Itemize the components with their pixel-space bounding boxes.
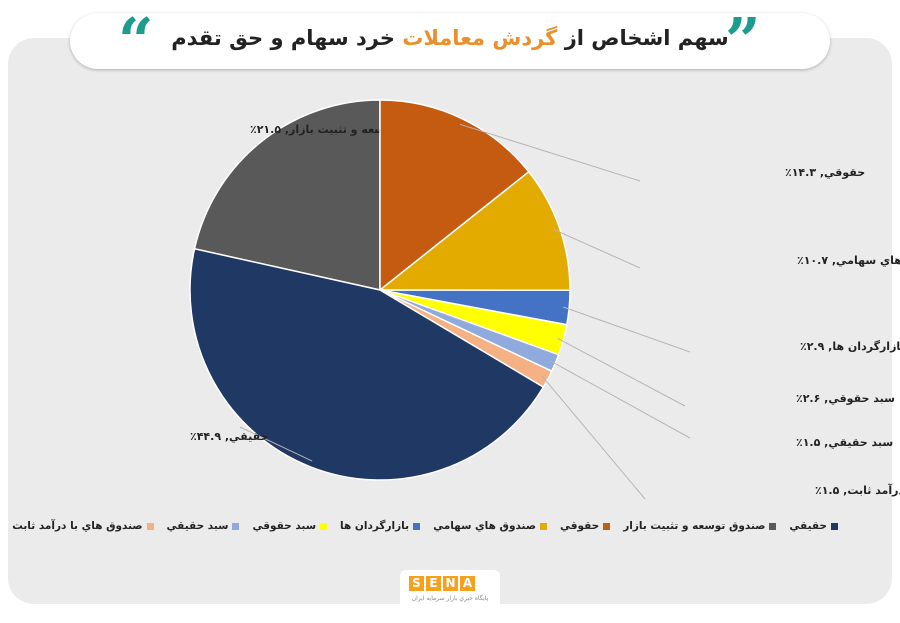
legend-label: سبد حقوقي — [252, 520, 317, 532]
leader-line-2 — [553, 229, 641, 269]
legend-item-7: صندوق هاي با درآمد ثابت — [12, 520, 154, 532]
data-label-6: صندوق هاي با درآمد ثابت, ۱.۵٪ — [815, 483, 900, 497]
logo-letter-3: A — [460, 576, 475, 591]
legend-swatch-icon — [539, 522, 547, 530]
leader-line-1 — [459, 123, 641, 182]
data-label-4: سبد حقوقي, ۲.۶٪ — [796, 392, 895, 405]
legend-swatch-icon — [413, 522, 421, 530]
leader-line-3 — [563, 306, 691, 353]
chart-legend: حقيقي صندوق توسعه و تثبيت بازار حقوقي صندوق… — [12, 517, 838, 535]
data-label-5: سبد حقيقي, ۱.۵٪ — [796, 436, 893, 449]
legend-label: صندوق هاي با درآمد ثابت — [12, 520, 143, 532]
quote-mark-left-icon: “ — [118, 4, 154, 77]
chart-title: سهم اشخاص از گردش معاملات خرد سهام و حق … — [100, 26, 800, 50]
leader-line-4 — [557, 337, 686, 407]
data-label-2: صندوق هاي سهامي, ۱۰.۷٪ — [797, 254, 900, 267]
legend-item-3: صندوق هاي سهامي — [433, 520, 547, 532]
legend-label: بازارگردان ها — [340, 520, 410, 532]
legend-swatch-icon — [232, 522, 240, 530]
leader-line-5 — [549, 360, 691, 439]
legend-item-6: سبد حقيقي — [167, 520, 240, 532]
logo-letter-0: S — [409, 576, 424, 591]
legend-swatch-icon — [769, 522, 777, 530]
legend-item-1: صندوق توسعه و تثبيت بازار — [623, 520, 777, 532]
pie-slice-2 — [377, 170, 571, 292]
legend-swatch-icon — [320, 522, 328, 530]
legend-label: سبد حقيقي — [166, 520, 229, 532]
legend-label: حقوقي — [559, 520, 600, 532]
legend-label: حقيقي — [789, 520, 827, 532]
pie-slice-7 — [189, 247, 545, 481]
legend-swatch-icon — [603, 522, 611, 530]
data-label-3: بازارگردان ها, ۲.۹٪ — [800, 340, 900, 353]
title-part-2: خرد سهام و حق تقدم — [171, 26, 403, 50]
legend-swatch-icon — [146, 522, 154, 530]
title-banner — [70, 13, 830, 69]
title-part-1: سهم اشخاص از — [557, 26, 729, 50]
quote-mark-right-icon: ” — [725, 4, 761, 77]
sena-logo-subtitle: پايگاه خبري بازار سرمايه ايران — [411, 595, 489, 602]
legend-label: صندوق توسعه و تثبيت بازار — [623, 520, 766, 532]
legend-item-5: سبد حقوقي — [252, 520, 328, 532]
pie-slice-1 — [379, 99, 530, 292]
logo-letter-2: N — [443, 576, 458, 591]
title-highlight: گردش معاملات — [402, 26, 558, 50]
data-label-1: حقوقي, ۱۴.۳٪ — [785, 166, 865, 179]
data-label-7: حقيقي, ۴۴.۹٪ — [190, 430, 268, 443]
pie-slice-0 — [193, 99, 381, 291]
legend-item-4: بازارگردان ها — [340, 520, 421, 532]
logo-letter-1: E — [426, 576, 441, 591]
legend-item-2: حقوقي — [559, 520, 611, 532]
legend-swatch-icon — [831, 522, 838, 530]
legend-item-0: حقيقي — [789, 520, 838, 532]
leader-line-7 — [239, 426, 313, 462]
leader-line-6 — [542, 376, 646, 500]
legend-label: صندوق هاي سهامي — [433, 520, 536, 532]
